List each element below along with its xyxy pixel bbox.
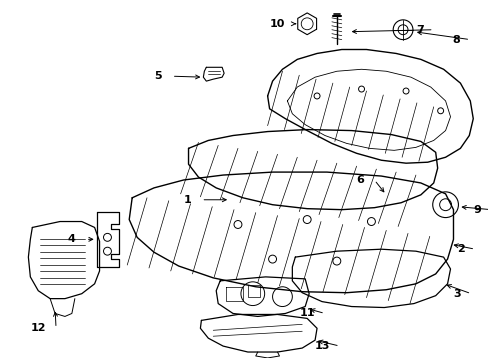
Text: 9: 9	[472, 204, 480, 215]
Text: 8: 8	[452, 35, 460, 45]
Text: 10: 10	[269, 19, 285, 29]
Text: 7: 7	[415, 25, 423, 35]
Text: 5: 5	[154, 71, 162, 81]
Text: 13: 13	[314, 341, 329, 351]
Text: 3: 3	[453, 289, 461, 299]
Text: 11: 11	[299, 309, 314, 319]
Text: 2: 2	[457, 244, 465, 254]
Text: 12: 12	[31, 323, 46, 333]
Text: 1: 1	[183, 195, 191, 205]
Text: 6: 6	[356, 175, 364, 185]
Text: 4: 4	[68, 234, 76, 244]
